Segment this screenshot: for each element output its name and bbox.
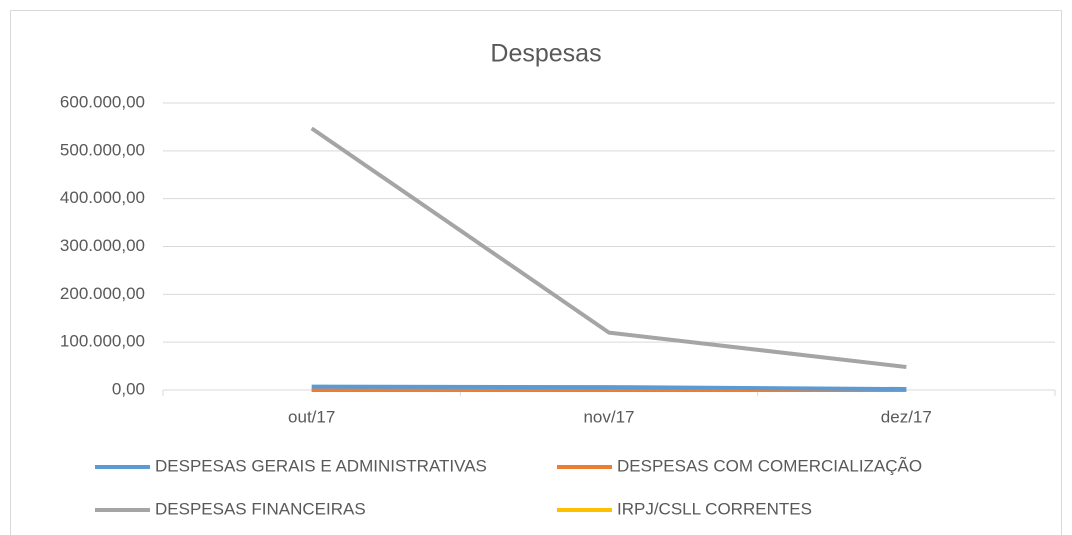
x-tick-label: dez/17	[881, 407, 932, 426]
series-line	[310, 126, 907, 370]
x-tick-label: nov/17	[583, 407, 634, 426]
chart-title: Despesas	[490, 40, 601, 68]
y-tick-label: 400.000,00	[60, 188, 145, 207]
legend-label: DESPESAS FINANCEIRAS	[155, 499, 366, 518]
legend-label: DESPESAS COM COMERCIALIZAÇÃO	[617, 456, 922, 475]
series-line	[311, 384, 907, 392]
y-tick-label: 200.000,00	[60, 284, 145, 303]
y-tick-label: 600.000,00	[60, 92, 145, 111]
y-tick-label: 0,00	[112, 379, 145, 398]
legend-label: IRPJ/CSLL CORRENTES	[617, 499, 812, 518]
y-tick-label: 500.000,00	[60, 140, 145, 159]
x-tick-label: out/17	[288, 407, 335, 426]
chart-border	[10, 10, 1062, 535]
y-tick-label: 300.000,00	[60, 236, 145, 255]
y-tick-label: 100.000,00	[60, 332, 145, 351]
legend-label: DESPESAS GERAIS E ADMINISTRATIVAS	[155, 456, 487, 475]
